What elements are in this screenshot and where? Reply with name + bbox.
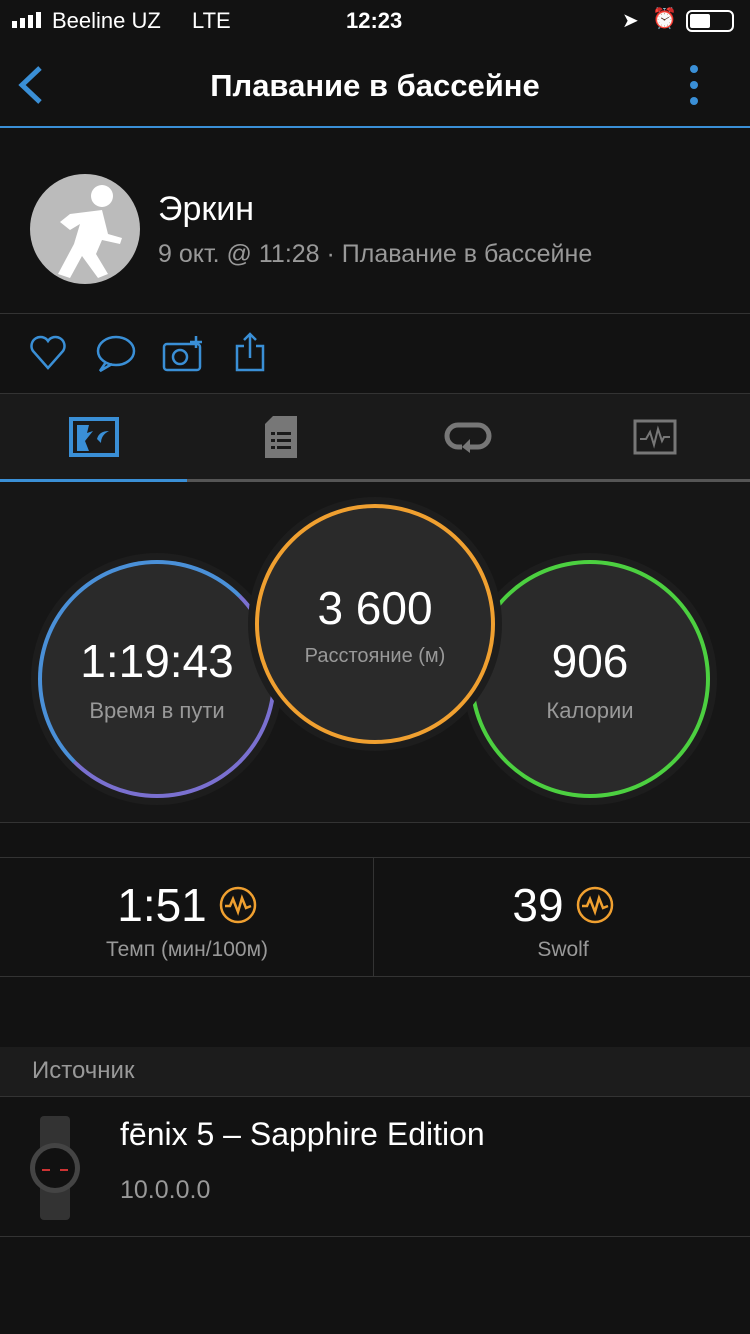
add-photo-icon[interactable]	[162, 334, 206, 374]
pace-stat[interactable]: 1:51 Темп (мин/100м)	[0, 858, 374, 976]
avatar[interactable]	[30, 174, 140, 284]
share-icon[interactable]	[234, 332, 266, 374]
nav-bar: Плавание в бассейне	[0, 40, 750, 128]
pace-value: 1:51	[117, 879, 207, 931]
distance-label: Расстояние (м)	[304, 644, 446, 667]
source-header: Источник	[0, 1047, 750, 1097]
swolf-value: 39	[512, 879, 564, 931]
distance-circle[interactable]: 3 600 Расстояние (м)	[255, 504, 495, 744]
heart-icon[interactable]	[28, 334, 68, 372]
calories-value: 906	[551, 635, 629, 687]
device-name: fēnix 5 – Sapphire Edition	[120, 1116, 485, 1152]
time-label: Время в пути	[89, 698, 225, 723]
distance-value: 3 600	[317, 581, 433, 634]
user-name[interactable]: Эркин	[158, 190, 254, 228]
summary-circles: 1:19:43 Время в пути 906 Калории 3 600 Р…	[0, 482, 750, 822]
time-value: 1:19:43	[80, 635, 234, 687]
network: LTE	[192, 8, 231, 33]
more-icon[interactable]	[688, 64, 700, 106]
active-tab-indicator	[0, 479, 187, 482]
alarm-icon: ⏰	[652, 8, 677, 30]
activity-pulse-icon	[219, 886, 257, 924]
calories-circle[interactable]: 906 Калории	[470, 560, 710, 798]
signal-icon	[12, 12, 41, 28]
clock: 12:23	[346, 8, 403, 33]
comment-icon[interactable]	[94, 334, 138, 374]
swolf-stat[interactable]: 39 Swolf	[376, 858, 750, 976]
watch-image	[30, 1116, 80, 1220]
calories-label: Калории	[546, 698, 634, 723]
tab-laps[interactable]	[374, 394, 561, 479]
time-circle[interactable]: 1:19:43 Время в пути	[38, 560, 276, 798]
location-icon: ➤	[622, 10, 639, 32]
laps-icon	[444, 422, 491, 453]
charts-icon	[633, 419, 676, 454]
device-row[interactable]: fēnix 5 – Sapphire Edition 10.0.0.0	[0, 1098, 750, 1237]
carrier: Beeline UZ	[52, 8, 161, 33]
back-icon[interactable]	[16, 64, 44, 106]
tab-bar	[0, 394, 750, 482]
tab-overview[interactable]	[0, 394, 187, 479]
activity-pulse-icon	[576, 886, 613, 924]
overview-icon	[68, 416, 119, 457]
swolf-label: Swolf	[537, 938, 589, 961]
runner-icon	[58, 185, 122, 278]
battery-icon	[686, 10, 734, 32]
pace-label: Темп (мин/100м)	[105, 938, 269, 961]
source-header-label: Источник	[32, 1057, 135, 1084]
activity-subtitle: 9 окт. @ 11:28 · Плавание в бассейне	[158, 240, 593, 268]
tab-charts[interactable]	[561, 394, 748, 479]
details-icon	[264, 415, 297, 458]
status-bar: Beeline UZ LTE 12:23 ➤ ⏰	[0, 0, 750, 40]
tab-details[interactable]	[187, 394, 374, 479]
page-title: Плавание в бассейне	[210, 68, 540, 103]
device-version: 10.0.0.0	[120, 1176, 211, 1204]
